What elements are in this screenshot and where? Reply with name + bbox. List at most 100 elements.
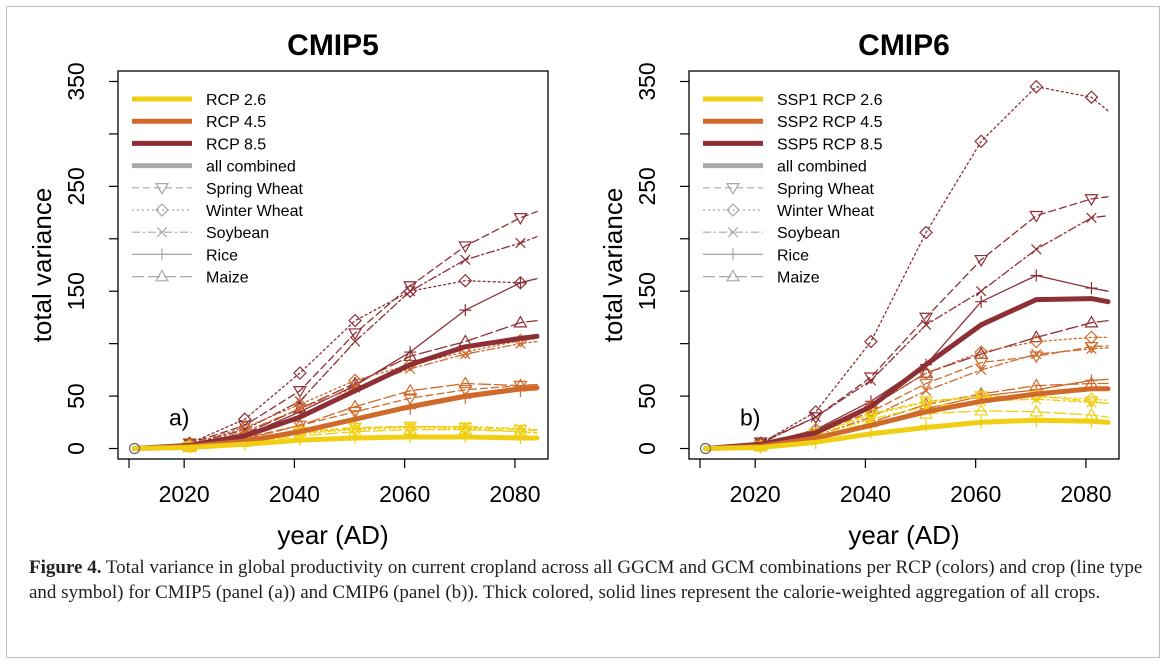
legend-label: RCP 2.6	[206, 92, 266, 109]
legend-marker	[154, 183, 170, 195]
data-point-soybean	[1086, 212, 1097, 224]
data-point-spring-wheat	[1029, 210, 1044, 223]
data-point-spring-wheat	[1084, 194, 1099, 207]
data-point-maize	[513, 315, 528, 328]
data-point-spring-wheat	[863, 372, 878, 385]
data-point-winter-wheat	[864, 334, 878, 349]
data-point-soybean	[1031, 244, 1042, 255]
legend-marker	[725, 269, 741, 282]
x-axis-label: year (AD)	[277, 520, 388, 550]
data-point-soybean	[1086, 397, 1097, 408]
series-line-high-spring-wheat	[704, 196, 1109, 450]
data-point-maize	[403, 422, 418, 435]
panel-cmip5: CMIP5 2020 2040 2060 2080 year (AD) 0 50 150 250 3…	[27, 29, 549, 550]
legend-marker	[156, 226, 168, 238]
series-line-low-combined	[703, 417, 1111, 451]
caption-text: Total variance in global productivity on…	[29, 557, 1143, 603]
data-point-winter-wheat	[293, 397, 307, 412]
data-point-spring-wheat	[458, 241, 473, 254]
data-point-maize	[1084, 315, 1099, 328]
y-tick-label: 150	[634, 272, 660, 310]
series-line-high-winter-wheat	[133, 277, 538, 450]
y-tick-label: 50	[63, 383, 89, 409]
data-point-soybean	[1031, 348, 1042, 360]
data-point-rice	[975, 295, 988, 308]
data-point-maize	[458, 376, 473, 389]
x-tick-label: 2080	[489, 481, 540, 507]
series-line-high-spring-wheat	[133, 210, 538, 450]
y-tick-label: 250	[63, 167, 89, 205]
data-point-rice	[1085, 282, 1098, 295]
data-point-winter-wheat	[919, 225, 933, 240]
x-tick-label: 2020	[730, 481, 781, 507]
data-point-maize	[974, 386, 989, 399]
data-point-soybean	[975, 364, 987, 376]
series-line-mid-soybean	[704, 347, 1109, 450]
data-point-winter-wheat	[348, 313, 362, 328]
panel-letter: b)	[740, 404, 760, 430]
chart-title: CMIP5	[287, 29, 379, 62]
data-point-spring-wheat	[403, 393, 418, 406]
y-tick-label: 250	[634, 167, 660, 205]
data-point-rice	[1030, 269, 1043, 282]
x-tick-label: 2040	[840, 481, 891, 507]
data-point-maize	[974, 403, 989, 416]
legend-label: RCP 8.5	[206, 136, 266, 153]
data-point-winter-wheat	[1029, 334, 1044, 349]
data-point-spring-wheat	[292, 386, 307, 399]
data-point-soybean	[515, 237, 526, 249]
x-tick-label: 2060	[950, 481, 1001, 507]
data-point-spring-wheat	[348, 407, 363, 419]
legend-label: Rice	[206, 247, 238, 264]
x-axis-label: year (AD)	[848, 520, 959, 550]
series-group	[128, 210, 540, 455]
series-line-low-spring-wheat	[133, 425, 538, 450]
data-point-soybean	[460, 348, 471, 360]
figure-caption: Figure 4. Total variance in global produ…	[29, 555, 1149, 605]
series-line-high-combined	[703, 296, 1111, 451]
data-point-spring-wheat	[919, 312, 934, 325]
data-point-winter-wheat	[458, 273, 473, 288]
y-tick-label: 350	[63, 62, 89, 100]
legend-label: all combined	[777, 159, 867, 176]
legend-marker	[727, 226, 739, 238]
data-point-winter-wheat	[1029, 79, 1044, 94]
legend-label: Spring Wheat	[777, 181, 874, 198]
legend-label: Winter Wheat	[206, 203, 303, 220]
series-line-mid-spring-wheat	[133, 383, 538, 450]
legend-label: SSP5 RCP 8.5	[777, 136, 883, 153]
data-point-spring-wheat	[403, 281, 418, 294]
data-point-winter-wheat	[864, 408, 878, 422]
legend-label: RCP 4.5	[206, 114, 266, 131]
y-tick-label: 0	[63, 442, 89, 455]
data-point-spring-wheat	[974, 254, 989, 267]
data-point-maize	[348, 399, 363, 412]
data-point-maize	[458, 422, 473, 435]
legend-label: Soybean	[206, 225, 269, 242]
legend-marker	[156, 248, 168, 261]
x-tick-label: 2020	[159, 481, 210, 507]
series-line-high-soybean	[704, 215, 1109, 450]
panel-letter: a)	[169, 404, 189, 430]
series-line-high-winter-wheat	[704, 86, 1109, 450]
series-line-mid-winter-wheat	[133, 337, 538, 450]
series-group	[699, 79, 1111, 455]
x-tick-label: 2040	[269, 481, 320, 507]
series-line-low-winter-wheat	[133, 426, 538, 450]
y-axis-label: total variance	[598, 188, 628, 343]
chart-title: CMIP6	[858, 29, 950, 62]
data-point-soybean	[865, 375, 877, 386]
data-point-winter-wheat	[1084, 392, 1099, 407]
data-point-maize	[1029, 404, 1044, 417]
y-tick-label: 350	[634, 62, 660, 100]
data-point-rice	[459, 304, 472, 317]
data-point-soybean	[920, 385, 932, 397]
data-point-soybean	[294, 396, 306, 407]
y-tick-label: 50	[634, 383, 660, 409]
series-line-mid-spring-wheat	[704, 345, 1109, 450]
plot-area-border	[688, 70, 1120, 460]
data-point-start	[699, 442, 712, 455]
data-point-soybean	[349, 336, 361, 347]
figure-chart: CMIP5 2020 2040 2060 2080 year (AD) 0 50 150 250 3…	[27, 29, 1120, 550]
data-point-winter-wheat	[974, 134, 989, 149]
